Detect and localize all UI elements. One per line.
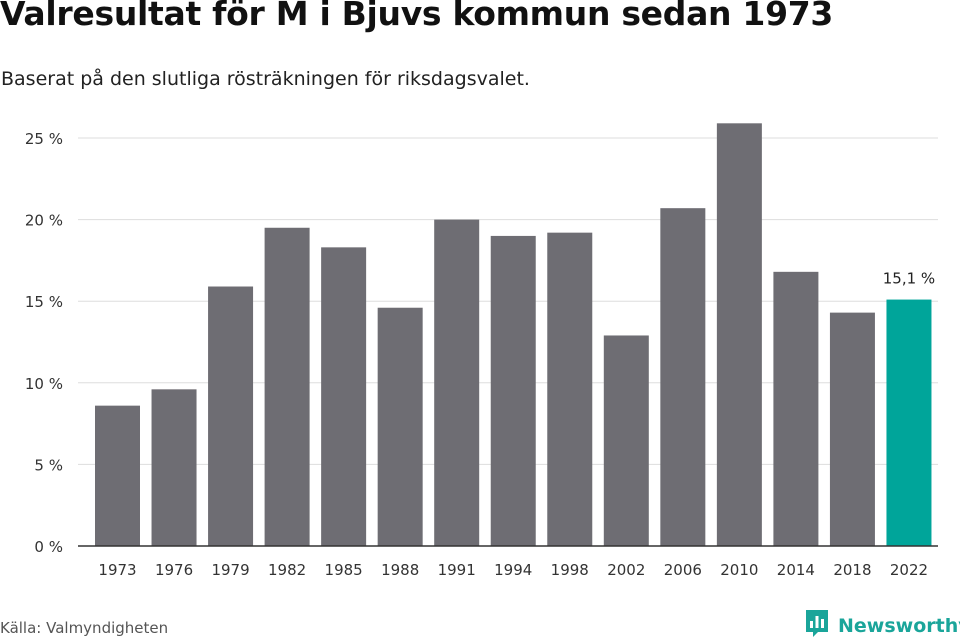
chart-subtitle: Baserat på den slutliga rösträkningen fö… xyxy=(1,68,530,90)
x-tick-label: 1982 xyxy=(268,561,306,579)
x-tick-label: 2022 xyxy=(890,561,928,579)
y-tick-label: 25 % xyxy=(25,130,63,148)
y-tick-label: 0 % xyxy=(34,538,63,556)
x-tick-label: 1994 xyxy=(494,561,532,579)
bar-2022 xyxy=(886,299,932,546)
newsworthy-logo-icon xyxy=(804,608,830,643)
x-tick-label: 2018 xyxy=(833,561,871,579)
x-tick-label: 2006 xyxy=(664,561,702,579)
x-tick-label: 1985 xyxy=(325,561,363,579)
x-tick-label: 1976 xyxy=(155,561,193,579)
bar-1979 xyxy=(208,286,254,546)
x-tick-label: 1998 xyxy=(551,561,589,579)
source-note: Källa: Valmyndigheten xyxy=(0,619,169,637)
data-labels: 15,1 % xyxy=(883,270,935,288)
brand-logo: Newsworthy xyxy=(804,608,960,643)
x-tick-label: 1979 xyxy=(211,561,249,579)
x-tick-label: 1988 xyxy=(381,561,419,579)
x-axis-tick-labels: 1973 1976 1979 1982 1985 1988 1991 1994 1998 2002… xyxy=(98,561,928,579)
data-label: 15,1 % xyxy=(883,270,935,288)
bar-chart: 0 %5 %10 %15 %20 %25 % 1973 1976 1979 1982 1… xyxy=(25,123,938,579)
bar-2018 xyxy=(829,312,875,546)
x-tick-label: 2002 xyxy=(607,561,645,579)
bar-2014 xyxy=(773,271,819,546)
bar-1991 xyxy=(434,219,480,546)
bar-1988 xyxy=(377,307,423,546)
bar-1982 xyxy=(264,227,310,546)
bar-2006 xyxy=(660,208,706,546)
y-tick-label: 10 % xyxy=(25,375,63,393)
brand-name: Newsworthy xyxy=(838,614,960,637)
bar-1976 xyxy=(151,389,197,546)
x-tick-label: 1973 xyxy=(98,561,136,579)
y-tick-label: 15 % xyxy=(25,293,63,311)
x-tick-label: 2014 xyxy=(777,561,815,579)
bar-1973 xyxy=(95,405,140,546)
bar-1994 xyxy=(490,235,536,547)
y-axis-tick-labels: 0 % 5 % 10 % 15 % 20 % 25 % xyxy=(25,130,63,556)
bar-1998 xyxy=(547,232,593,546)
x-tick-label: 2010 xyxy=(720,561,758,579)
bar-2002 xyxy=(603,335,649,546)
y-tick-label: 20 % xyxy=(25,212,63,230)
bars xyxy=(95,123,932,547)
bar-1985 xyxy=(321,247,367,546)
y-tick-label: 5 % xyxy=(34,456,63,474)
chart-title: Valresultat för M i Bjuvs kommun sedan 1… xyxy=(0,0,834,33)
bar-2010 xyxy=(716,123,762,546)
x-tick-label: 1991 xyxy=(438,561,476,579)
